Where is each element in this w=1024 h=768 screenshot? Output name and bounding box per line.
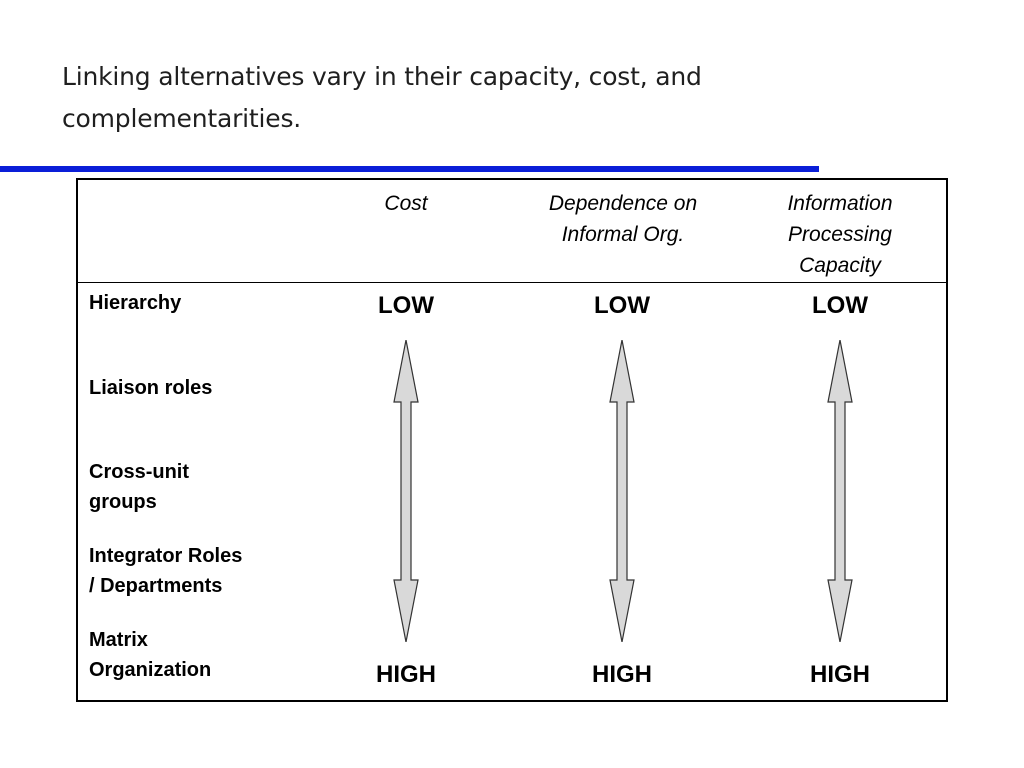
row-label-liaison-roles: Liaison roles	[89, 373, 212, 403]
linking-alternatives-table: Cost Dependence on Informal Org. Informa…	[76, 178, 948, 702]
column-header-dependence: Dependence on Informal Org.	[523, 188, 723, 250]
cost-low-label: LOW	[378, 292, 434, 319]
dependence-double-arrow-icon	[607, 340, 637, 642]
dependence-low-label: LOW	[594, 292, 650, 319]
row-label-cross-unit-groups: Cross-unit groups	[89, 457, 189, 517]
row-label-line: Hierarchy	[89, 292, 182, 314]
row-label-line: Liaison roles	[89, 377, 213, 399]
column-header-information-capacity: Information Processing Capacity	[760, 188, 920, 281]
row-label-integrator-roles: Integrator Roles / Departments	[89, 541, 242, 601]
column-header-line: Information	[787, 192, 893, 215]
title-underline-rule	[0, 166, 819, 172]
row-label-matrix-organization: Matrix Organization	[89, 625, 211, 685]
row-label-line: Integrator Roles	[89, 545, 243, 567]
row-label-line: groups	[89, 491, 157, 513]
column-header-line: Processing	[788, 223, 892, 246]
column-header-cost: Cost	[346, 188, 466, 219]
column-header-line: Capacity	[799, 254, 881, 277]
dependence-high-label: HIGH	[592, 661, 652, 688]
column-header-line: Dependence on	[548, 192, 698, 215]
row-label-line: Matrix	[89, 629, 148, 651]
column-header-line: Cost	[384, 192, 428, 215]
capacity-low-label: LOW	[812, 292, 868, 319]
cost-double-arrow-icon	[391, 340, 421, 642]
capacity-double-arrow-icon	[825, 340, 855, 642]
row-label-line: Organization	[89, 659, 212, 681]
header-divider	[78, 282, 946, 283]
row-label-hierarchy: Hierarchy	[89, 288, 181, 318]
cost-high-label: HIGH	[376, 661, 436, 688]
row-label-line: / Departments	[89, 575, 223, 597]
capacity-high-label: HIGH	[810, 661, 870, 688]
slide-title: Linking alternatives vary in their capac…	[62, 62, 702, 133]
column-header-line: Informal Org.	[561, 223, 685, 246]
row-label-line: Cross-unit	[89, 461, 189, 483]
